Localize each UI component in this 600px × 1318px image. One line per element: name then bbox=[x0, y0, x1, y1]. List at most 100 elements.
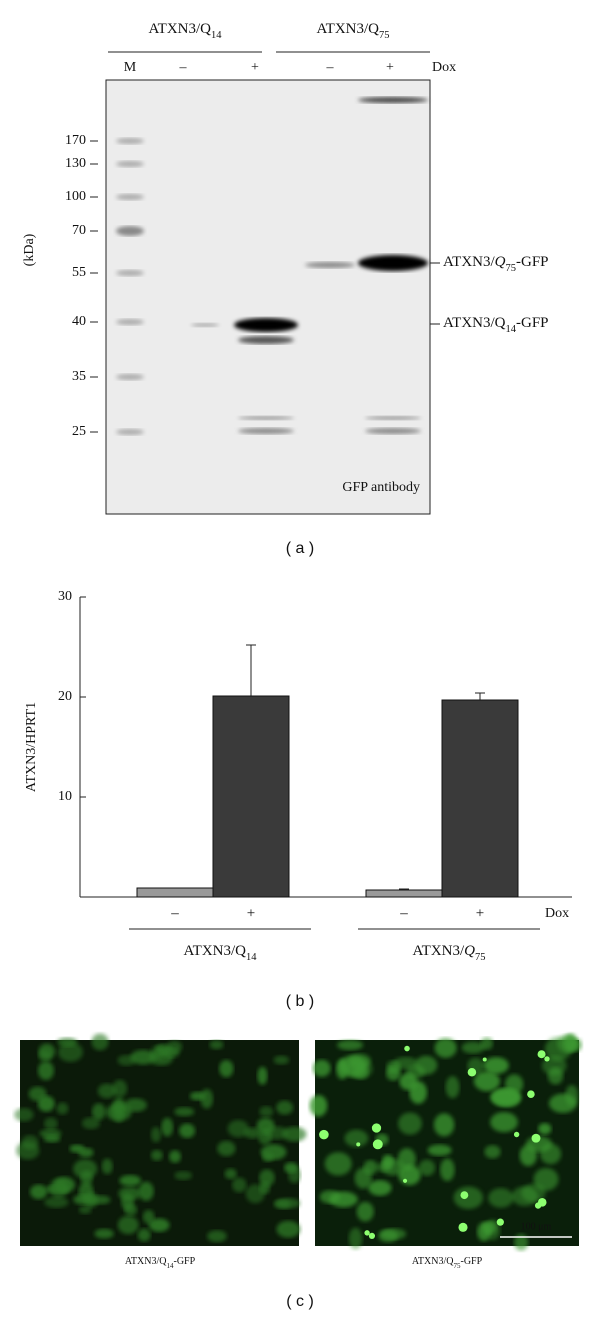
cell bbox=[39, 1129, 62, 1138]
aggregate bbox=[364, 1230, 370, 1236]
marker-band bbox=[116, 374, 144, 380]
cell bbox=[150, 1126, 162, 1143]
cell bbox=[245, 1184, 265, 1204]
cell bbox=[378, 1229, 399, 1243]
cell bbox=[368, 1180, 392, 1196]
label-part: -GFP bbox=[516, 315, 549, 331]
cell bbox=[28, 1086, 47, 1102]
aggregate bbox=[372, 1139, 383, 1150]
cell bbox=[461, 1041, 485, 1054]
label-part: 14 bbox=[211, 30, 222, 41]
label-part: 75 bbox=[475, 952, 486, 963]
cell bbox=[38, 1049, 52, 1062]
cell bbox=[484, 1145, 501, 1159]
cell bbox=[356, 1201, 374, 1222]
cell bbox=[348, 1227, 363, 1250]
blot-band bbox=[358, 255, 428, 271]
aggregate bbox=[496, 1218, 504, 1226]
label-part: ATXN3/Q bbox=[443, 315, 506, 331]
x-tick-label: ATXN3/Q75 bbox=[412, 943, 485, 962]
cell bbox=[81, 1117, 101, 1130]
group-label: ATXN3/Q75 bbox=[317, 21, 390, 40]
series-label: + bbox=[247, 905, 255, 921]
cell bbox=[117, 1054, 136, 1066]
cell bbox=[97, 1083, 117, 1099]
cell bbox=[78, 1205, 92, 1214]
cell bbox=[119, 1174, 142, 1187]
lane-label: M bbox=[124, 60, 137, 75]
marker-band bbox=[116, 161, 144, 167]
marker-band bbox=[116, 429, 144, 435]
antibody-label: GFP antibody bbox=[342, 480, 420, 495]
cell bbox=[490, 1088, 520, 1106]
aggregate bbox=[458, 1222, 468, 1232]
aggregate bbox=[544, 1056, 550, 1062]
caption: ( a ) bbox=[286, 540, 314, 557]
marker-label: 40 bbox=[72, 314, 86, 329]
cell bbox=[312, 1059, 331, 1077]
blot-band bbox=[365, 416, 421, 420]
series-label: + bbox=[476, 905, 484, 921]
cell bbox=[123, 1098, 147, 1112]
cell bbox=[94, 1228, 114, 1239]
caption: ( c ) bbox=[286, 1293, 314, 1310]
cell bbox=[91, 1103, 106, 1121]
marker-band bbox=[116, 138, 144, 144]
cell bbox=[21, 1135, 39, 1150]
cell bbox=[434, 1037, 457, 1058]
cell bbox=[174, 1107, 195, 1117]
aggregate bbox=[356, 1142, 361, 1147]
cell bbox=[137, 1228, 151, 1242]
cell bbox=[264, 1126, 289, 1140]
cell bbox=[49, 1178, 69, 1199]
cell bbox=[209, 1039, 224, 1050]
cell bbox=[73, 1194, 95, 1205]
cell bbox=[488, 1188, 514, 1208]
cell bbox=[179, 1123, 196, 1139]
label-part: 75 bbox=[379, 30, 390, 41]
blot-band bbox=[238, 336, 294, 344]
cell bbox=[44, 1196, 69, 1208]
label-part: ATXN3/Q bbox=[149, 21, 212, 37]
bar bbox=[441, 699, 519, 898]
cell bbox=[319, 1190, 341, 1204]
cell bbox=[44, 1117, 58, 1131]
label-part: Q bbox=[495, 254, 506, 270]
blot bbox=[105, 79, 431, 515]
caption: ( b ) bbox=[286, 993, 314, 1010]
cell bbox=[363, 1160, 378, 1175]
cell bbox=[336, 1039, 364, 1051]
aggregate bbox=[482, 1057, 487, 1062]
cell bbox=[414, 1055, 438, 1075]
lane-label: – bbox=[179, 60, 188, 75]
label-part: 75 bbox=[453, 1262, 461, 1270]
lane-label: – bbox=[326, 60, 335, 75]
cell bbox=[227, 1120, 249, 1138]
treatment-label: Dox bbox=[545, 906, 569, 921]
aggregate bbox=[537, 1050, 546, 1059]
cell bbox=[56, 1102, 69, 1115]
aggregate bbox=[527, 1090, 535, 1098]
blot-band bbox=[358, 97, 428, 103]
series-label: – bbox=[399, 905, 408, 921]
cell bbox=[189, 1091, 206, 1101]
aggregate bbox=[319, 1129, 329, 1140]
cell bbox=[345, 1059, 373, 1079]
blot-band bbox=[191, 323, 219, 327]
image-label: ATXN3/Q75-GFP bbox=[412, 1256, 483, 1269]
cell bbox=[445, 1076, 460, 1099]
label-part: ATXN3/ bbox=[443, 254, 495, 270]
label-part: -GFP bbox=[460, 1256, 482, 1267]
y-tick-label: 20 bbox=[58, 689, 72, 704]
cell bbox=[490, 1112, 518, 1133]
marker-label: 100 bbox=[65, 189, 86, 204]
series-label: – bbox=[170, 905, 179, 921]
cell bbox=[533, 1167, 559, 1191]
cell bbox=[538, 1123, 552, 1135]
cell bbox=[138, 1181, 154, 1201]
marker-band bbox=[116, 319, 144, 325]
cell bbox=[232, 1177, 247, 1193]
label-part: ATXN3/Q bbox=[317, 21, 380, 37]
cell bbox=[101, 1158, 113, 1175]
label-part: 14 bbox=[166, 1262, 174, 1270]
